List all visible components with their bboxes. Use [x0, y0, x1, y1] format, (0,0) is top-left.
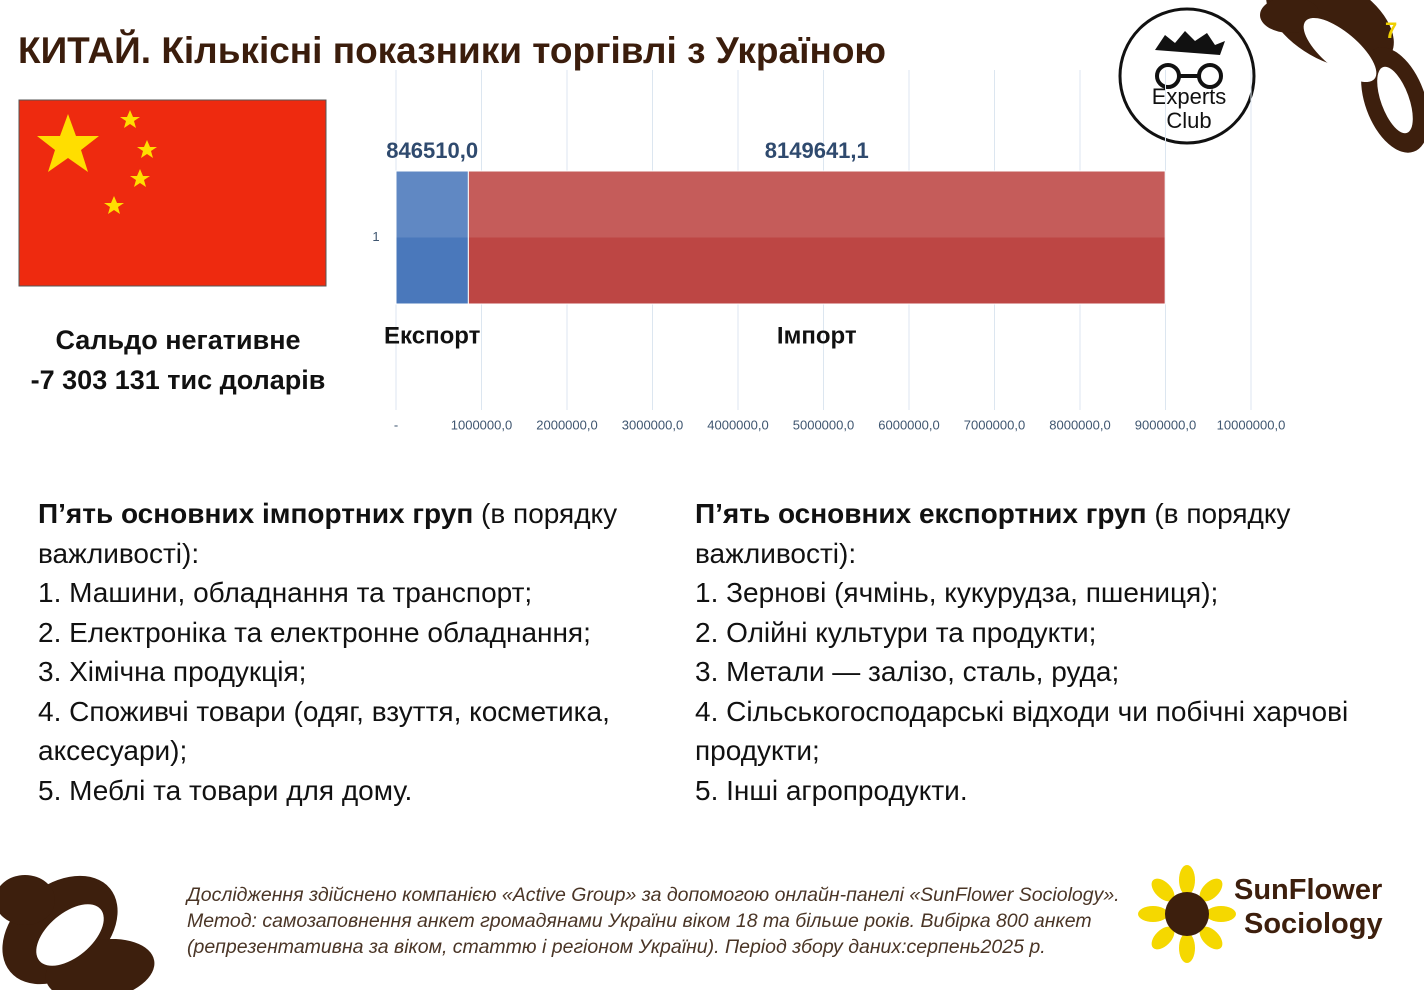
x-tick-label: 5000000,0 [793, 417, 854, 432]
x-tick-label: 8000000,0 [1049, 417, 1110, 432]
export-groups: П’ять основних експортних груп (в порядк… [695, 494, 1410, 810]
legend-label: Експорт [384, 322, 481, 349]
x-tick-label: 10000000,0 [1217, 417, 1286, 432]
logo-text: SunFlower [1234, 874, 1382, 906]
balance: Сальдо негативне -7 303 131 тис доларів [0, 320, 356, 400]
x-tick-label: 3000000,0 [622, 417, 683, 432]
heading: П’ять основних експортних груп (в порядк… [695, 494, 1410, 573]
footer-note: Дослідження здійснено компанією «Active … [187, 884, 1120, 958]
logo-text: Sociology [1244, 908, 1383, 940]
list-item: 3. Метали — залізо, сталь, руда; [695, 656, 1120, 687]
list-item: 3. Хімічна продукція; [38, 656, 307, 687]
page-number: 7 [1385, 18, 1398, 43]
list-item: 5. Меблі та товари для дому. [38, 774, 413, 806]
x-tick-label: 4000000,0 [707, 417, 768, 432]
import-groups: П’ять основних імпортних груп (в порядку… [38, 494, 668, 810]
legend-label: Імпорт [777, 322, 857, 349]
x-tick-label: 2000000,0 [536, 417, 597, 432]
bar [467, 170, 1166, 305]
x-tick-label: 6000000,0 [878, 417, 939, 432]
x-tick-label: - [394, 417, 398, 432]
heading-bold: П’ять основних експортних груп [695, 498, 1147, 529]
list-item: 5. Інші агропродукти. [695, 774, 968, 806]
bar-shine [468, 171, 1166, 238]
bar-shine [396, 171, 469, 238]
chart: - 1000000,0 2000000,0 3000000,0 4000000,0 500… [372, 70, 1286, 432]
slide-title: КИТАЙ. Кількісні показники торгівлі з Ук… [18, 30, 887, 71]
heading-rest: (в порядку важливості): [695, 498, 1291, 569]
balance-line: Сальдо негативне [55, 325, 301, 355]
list-item: 2. Олійні культури та продукти; [695, 616, 1097, 648]
bar [395, 170, 469, 305]
data-label: 8149641,1 [765, 138, 869, 163]
logo-text: Experts [1152, 84, 1227, 109]
list-item: 2. Електроніка та електронне обладнання; [38, 616, 591, 648]
heading-bold: П’ять основних імпортних груп [38, 498, 474, 529]
heading: П’ять основних імпортних груп (в порядку… [38, 494, 668, 573]
y-tick-label: 1 [372, 229, 379, 244]
x-tick-label: 9000000,0 [1135, 417, 1196, 432]
list-item: 1. Машини, обладнання та транспорт; [38, 577, 533, 608]
x-tick-label: 1000000,0 [451, 417, 512, 432]
data-label: 846510,0 [386, 138, 478, 163]
heading-rest: (в порядку важливості): [38, 498, 618, 569]
balance-line: -7 303 131 тис доларів [30, 365, 326, 395]
list-item: 4. Сільськогосподарські відходи чи побіч… [695, 695, 1349, 767]
list-item: 4. Споживчі товари (одяг, взуття, космет… [38, 695, 610, 767]
list-item: 1. Зернові (ячмінь, кукурудза, пшениця); [695, 577, 1219, 608]
x-tick-label: 7000000,0 [964, 417, 1025, 432]
logo-text: Club [1166, 108, 1211, 133]
